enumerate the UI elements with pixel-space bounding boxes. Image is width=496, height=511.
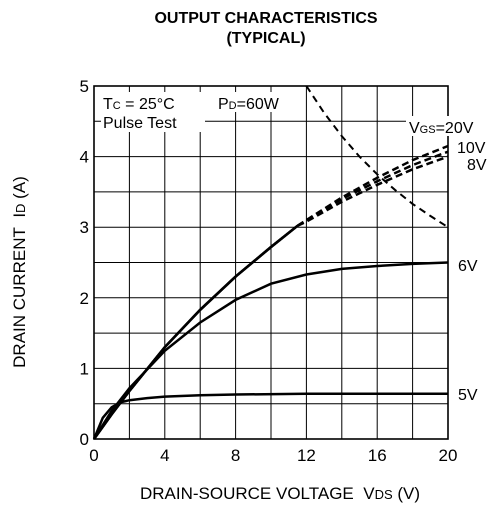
y-tick-label: 3 [80, 218, 89, 237]
x-tick-label: 4 [160, 446, 169, 465]
pd-annotation: PD=60W [218, 96, 280, 113]
chart-subtitle: (TYPICAL) [226, 30, 306, 47]
x-tick-label: 16 [368, 446, 387, 465]
curve-vgs-8v-dashed [296, 155, 449, 227]
tc-annotation: TC = 25°C [103, 96, 175, 113]
x-axis-label-symbol: V [363, 484, 375, 503]
pd-background [212, 92, 304, 112]
label-8v: 8V [467, 157, 487, 174]
curve-vgs-5v [92, 392, 448, 440]
y-tick-label: 2 [80, 289, 89, 308]
curve-vgs-6v [92, 261, 449, 440]
label-5v: 5V [458, 387, 478, 404]
x-tick-label: 8 [231, 446, 240, 465]
y-tick-label: 4 [80, 148, 89, 167]
label-10v: 10V [457, 140, 486, 157]
curve-vgs-10v [92, 224, 299, 440]
x-axis-label-unit: (V) [397, 484, 421, 503]
curve-vgs-20v-dashed [296, 144, 449, 227]
label-vgs-20v: VGS=20V [409, 120, 474, 137]
x-axis-label: DRAIN-SOURCE VOLTAGE VDS (V) [100, 484, 460, 504]
curve-pd-60w [305, 85, 449, 229]
y-tick-label: 0 [80, 430, 89, 449]
chart-title: OUTPUT CHARACTERISTICS [154, 10, 378, 27]
curve-vgs-10v-dashed [296, 150, 449, 227]
x-tick-label: 12 [297, 446, 316, 465]
label-6v: 6V [458, 258, 478, 275]
grid [94, 86, 448, 439]
x-axis-label-main: DRAIN-SOURCE VOLTAGE [139, 484, 354, 503]
annotation-background [101, 92, 205, 132]
y-tick-label: 1 [80, 359, 89, 378]
curve-vgs-20v [92, 224, 299, 440]
pulse-test-annotation: Pulse Test [103, 115, 177, 132]
x-tick-label: 20 [439, 446, 458, 465]
curve-vgs-8v [92, 224, 299, 440]
x-tick-label: 0 [89, 446, 98, 465]
plot-frame [93, 85, 449, 440]
vgs-background [406, 116, 490, 136]
curves [92, 85, 449, 440]
x-axis-label-subscript: DS [374, 487, 393, 502]
y-tick-label: 5 [80, 77, 89, 96]
